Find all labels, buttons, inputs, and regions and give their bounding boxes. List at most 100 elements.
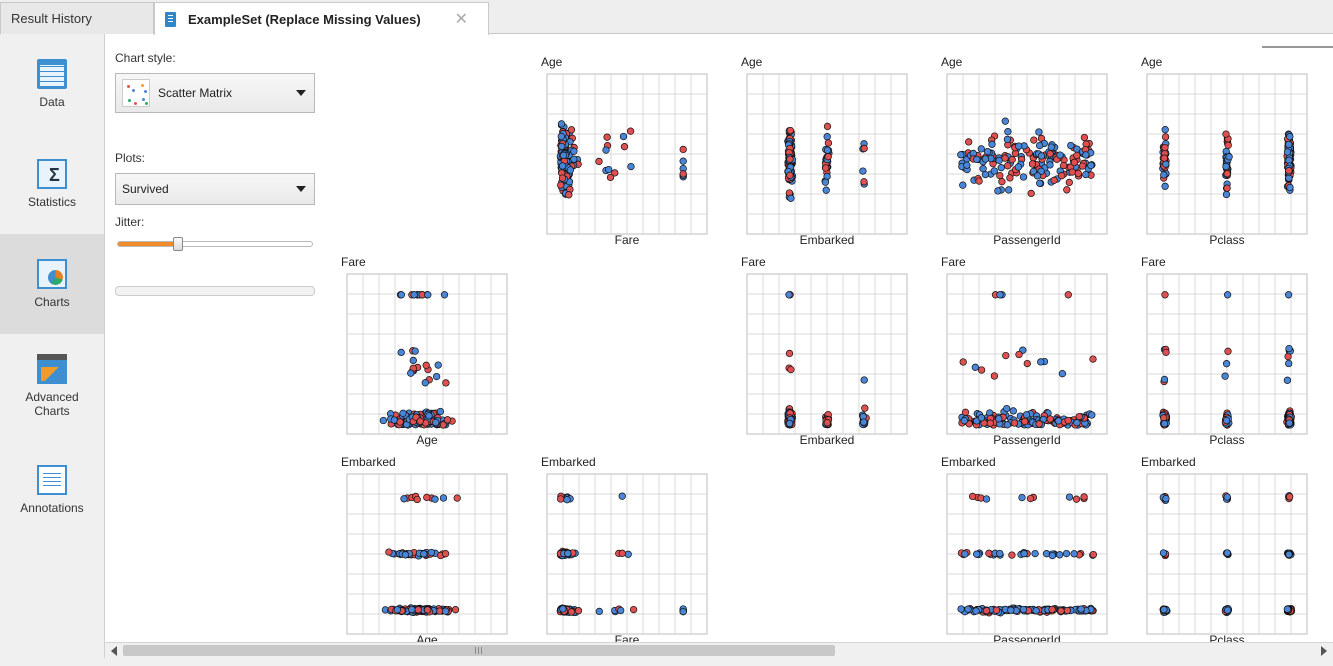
data-point	[629, 605, 638, 614]
data-point	[409, 356, 417, 365]
chart-style-dropdown[interactable]: Scatter Matrix	[115, 73, 315, 113]
data-point	[627, 162, 635, 171]
chevron-down-icon	[296, 90, 306, 96]
data-point	[1023, 359, 1031, 368]
data-point	[1285, 359, 1293, 368]
data-point	[959, 358, 967, 366]
panel-y-label: Embarked	[341, 455, 396, 469]
sidebar-item-label: Advanced Charts	[25, 390, 79, 418]
data-point	[994, 187, 1002, 195]
data-point	[558, 142, 566, 151]
data-point	[860, 418, 868, 426]
data-point	[1224, 141, 1232, 149]
data-point	[1046, 161, 1054, 169]
data-point	[566, 166, 574, 174]
data-point	[1285, 550, 1293, 559]
data-point	[397, 291, 406, 299]
data-point	[822, 186, 830, 194]
data-table-icon	[37, 59, 67, 89]
data-point	[1057, 607, 1065, 615]
data-point	[1077, 605, 1085, 613]
data-point	[679, 157, 687, 165]
annotations-icon	[37, 465, 67, 495]
sidebar-item-advanced-charts[interactable]: Advanced Charts	[0, 334, 104, 438]
jitter-slider-thumb[interactable]	[173, 237, 183, 251]
sidebar-item-label: Charts	[34, 295, 70, 309]
panel-y-label: Age	[741, 55, 763, 69]
scatter-matrix-svg: Age Fare Age Embarked Age PassengerId Age Pclas…	[341, 46, 1333, 642]
data-point	[425, 412, 433, 420]
data-point	[975, 177, 983, 185]
data-point	[973, 550, 981, 558]
panel-x-label: Pclass	[1209, 433, 1244, 447]
data-point	[824, 139, 833, 147]
data-point	[1073, 419, 1081, 427]
data-point	[557, 120, 566, 128]
advanced-charts-icon	[37, 354, 67, 384]
tab-exampleset[interactable]: ExampleSet (Replace Missing Values) ✕	[154, 2, 489, 35]
scrollbar-grip-icon	[475, 647, 483, 654]
panel-x-label: Fare	[615, 233, 640, 247]
data-point	[559, 151, 568, 159]
horizontal-scrollbar[interactable]	[105, 642, 1333, 658]
data-point	[1161, 291, 1169, 299]
panel-y-label: Embarked	[541, 455, 596, 469]
tab-result-history[interactable]: Result History	[0, 2, 154, 34]
sidebar-item-statistics[interactable]: Statistics	[0, 134, 104, 234]
data-point	[400, 495, 408, 503]
scatter-panel: Embarked Age	[341, 455, 508, 642]
data-point	[1222, 190, 1231, 199]
sidebar-item-annotations[interactable]: Annotations	[0, 440, 104, 540]
scroll-right-icon[interactable]	[1321, 646, 1327, 656]
tab-bar: Result History ExampleSet (Replace Missi…	[0, 0, 1333, 35]
sidebar-item-charts[interactable]: Charts	[0, 234, 104, 334]
plots-dropdown[interactable]: Survived	[115, 173, 315, 205]
data-point	[990, 372, 999, 380]
data-point	[401, 551, 410, 559]
data-point	[786, 171, 794, 179]
data-point	[1078, 162, 1087, 170]
data-point	[1075, 412, 1083, 421]
data-point	[1033, 172, 1042, 180]
sidebar-item-data[interactable]: Data	[0, 34, 104, 134]
data-point	[1068, 168, 1076, 176]
panel-y-label: Age	[941, 55, 963, 69]
data-point	[440, 291, 449, 299]
scatter-panel: Embarked Pclass	[1141, 455, 1308, 642]
data-point	[1222, 162, 1230, 171]
data-point	[1082, 151, 1090, 159]
scroll-left-icon[interactable]	[111, 646, 117, 656]
chevron-down-icon	[296, 186, 306, 192]
data-point	[618, 492, 626, 500]
data-point	[960, 417, 968, 425]
data-point	[961, 408, 970, 416]
data-point	[423, 493, 431, 502]
charts-icon	[37, 259, 67, 289]
data-point	[1019, 605, 1028, 614]
data-point	[399, 409, 407, 417]
data-point	[1286, 493, 1294, 501]
jitter-slider[interactable]	[117, 237, 313, 251]
data-point	[823, 146, 832, 154]
data-point	[396, 418, 404, 426]
data-point	[408, 605, 416, 614]
data-point	[1003, 421, 1012, 429]
data-point	[1028, 160, 1037, 168]
panel-x-label: Age	[416, 633, 438, 642]
data-point	[393, 606, 402, 614]
data-point	[785, 349, 794, 358]
data-point	[957, 151, 965, 159]
data-point	[602, 146, 610, 154]
chart-style-label: Chart style:	[115, 51, 176, 65]
data-point	[973, 155, 981, 164]
data-point	[1074, 169, 1082, 178]
tab-exampleset-label: ExampleSet (Replace Missing Values)	[188, 11, 421, 27]
data-point	[679, 170, 687, 178]
scrollbar-thumb[interactable]	[123, 645, 835, 656]
data-point	[1005, 186, 1013, 194]
close-icon[interactable]: ✕	[454, 11, 468, 28]
data-point	[605, 165, 613, 174]
data-point	[1054, 417, 1063, 425]
scatter-panel: Embarked Fare	[541, 455, 708, 642]
data-point	[422, 361, 430, 369]
